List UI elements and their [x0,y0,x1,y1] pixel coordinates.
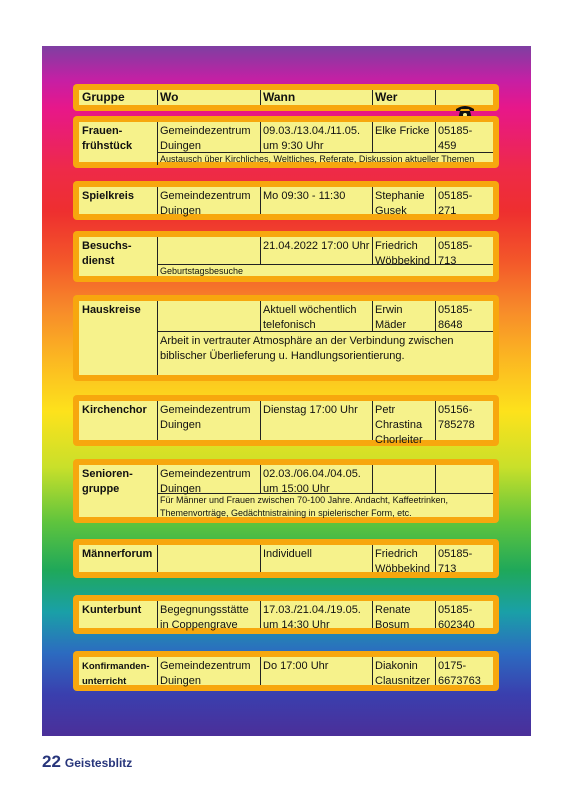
group-phone: 05185- 8648 [438,304,473,331]
group-contact: Renate Bosum [375,604,411,631]
group-phone: 05156- 785278 [438,404,475,431]
group-name: Senioren- gruppe [82,468,133,495]
group-phone: 05185- 713 [438,548,473,575]
group-contact: Diakonin Clausnitzer [375,660,431,687]
group-phone: 05185- 602340 [438,604,475,631]
header-wann: Wann [263,90,296,104]
group-contact: Stephanie Gusek [375,190,425,217]
group-time: Do 17:00 Uhr [263,660,329,672]
group-location: Gemeindezentrum Duingen [160,190,251,217]
group-location: Begegnungsstätte in Coppengrave [160,604,249,631]
group-time: Aktuell wöchentlich telefonisch [263,304,357,331]
group-contact: Erwin Mäder [375,304,407,331]
header-gruppe: Gruppe [82,90,125,104]
group-name: Kunterbunt [82,604,142,616]
group-time: 02.03./06.04./04.05. um 15:00 Uhr [263,468,361,495]
group-description: Geburtstagsbesuche [160,266,244,276]
group-name: Konfirmanden- unterricht [82,661,150,687]
group-time: 09.03./13.04./11.05. um 9:30 Uhr [263,125,361,152]
group-row: Kunterbunt Begegnungsstätte in Coppengra… [73,595,499,634]
group-phone: 05185- 271 [438,190,473,217]
group-contact: Elke Fricke [375,125,430,137]
group-location: Gemeindezentrum Duingen [160,404,251,431]
group-name: Männerforum [82,548,153,560]
table-header: Gruppe Wo Wann Wer [73,84,499,119]
group-time: 21.04.2022 17:00 Uhr [263,240,370,252]
page-number: 22 [42,752,61,771]
group-phone: 0175- 6673763 [438,660,481,687]
group-name: Besuchs- dienst [82,240,132,267]
group-time: Dienstag 17:00 Uhr [263,404,358,416]
header-wer: Wer [375,90,398,104]
group-row: Kirchenchor Gemeindezentrum Duingen Dien… [73,395,499,446]
group-row: Hauskreise Aktuell wöchentlich telefonis… [73,295,499,381]
group-contact: Petr Chrastina Chorleiter [375,404,423,446]
header-wo: Wo [160,90,179,104]
group-description: Für Männer und Frauen zwischen 70-100 Ja… [160,495,449,518]
group-row: Spielkreis Gemeindezentrum Duingen Mo 09… [73,181,499,220]
group-contact: Friedrich Wöbbekind [375,548,431,575]
group-name: Kirchenchor [82,404,147,416]
group-name: Hauskreise [82,304,141,316]
page-footer: 22 Geistesblitz [42,752,132,772]
group-time: Mo 09:30 - 11:30 [263,190,346,202]
group-row: Männerforum Individuell Friedrich Wöbbek… [73,539,499,578]
group-name: Spielkreis [82,190,134,202]
group-description: Austausch über Kirchliches, Weltliches, … [160,154,475,164]
group-row: Besuchs- dienst 21.04.2022 17:00 Uhr Fri… [73,231,499,282]
group-time: Individuell [263,548,312,560]
group-location: Gemeindezentrum Duingen [160,125,251,152]
group-description: Arbeit in vertrauter Atmosphäre an der V… [160,335,454,362]
group-location: Gemeindezentrum Duingen [160,660,251,687]
group-phone: 05185- 459 [438,125,473,152]
group-row: Senioren- gruppe Gemeindezentrum Duingen… [73,459,499,523]
group-name: Frauen- frühstück [82,125,133,152]
group-location: Gemeindezentrum Duingen [160,468,251,495]
group-row: Frauen- frühstück Gemeindezentrum Duinge… [73,116,499,168]
publication-title: Geistesblitz [64,756,133,770]
group-time: 17.03./21.04./19.05. um 14:30 Uhr [263,604,361,631]
group-row: Konfirmanden- unterricht Gemeindezentrum… [73,651,499,691]
